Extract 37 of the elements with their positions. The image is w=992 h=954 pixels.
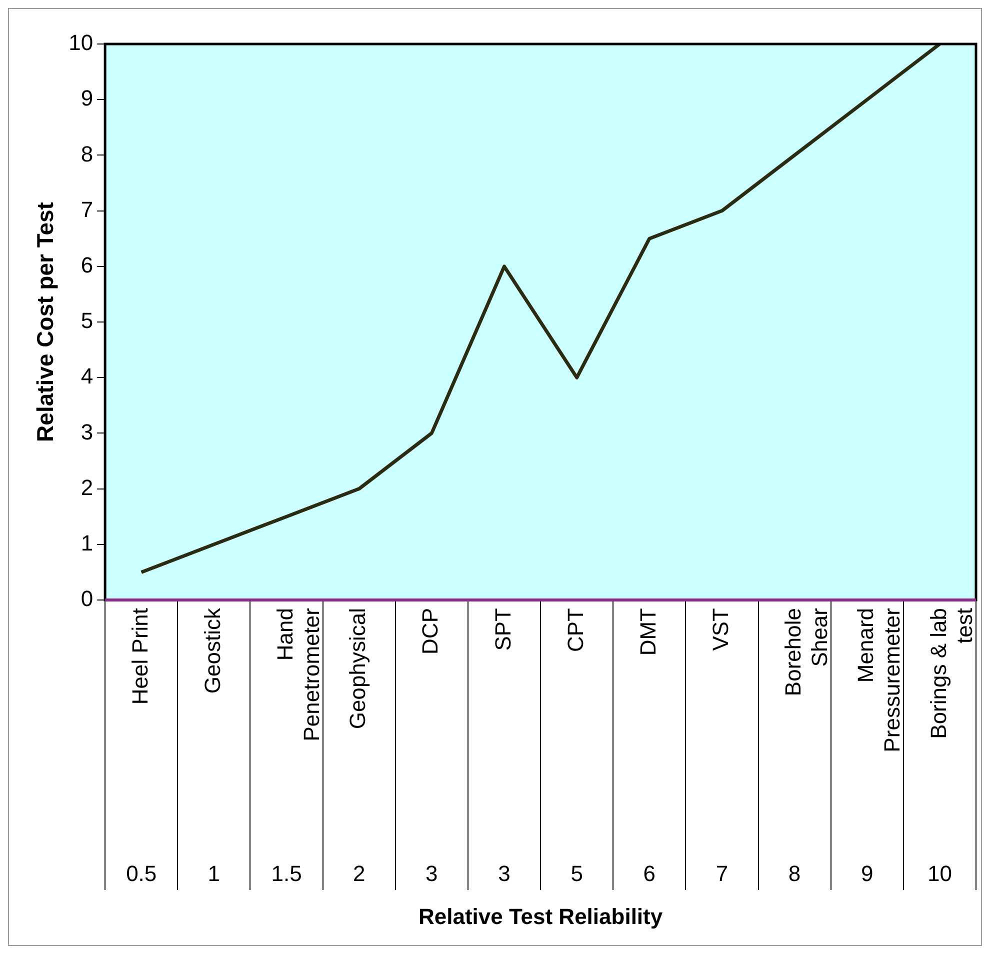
y-tick-label: 8 [80,141,94,166]
x-tick-label: SPT [490,608,516,651]
x-tick-label: Borehole Shear [780,608,832,696]
x-tick-label: Borings & lab test [926,608,978,739]
y-tick-label: 1 [80,530,94,556]
text: 3 [426,861,438,886]
text: 3 [498,861,510,886]
x-tick-label: CPT [562,608,588,652]
text: 6 [643,861,656,886]
x-tick-label: DMT [635,608,660,656]
x-tick-label: DCP [418,608,443,654]
text: 8 [788,861,801,886]
text: Relative Test Reliability [418,904,664,930]
y-tick-label: 4 [80,364,94,389]
text: 10 [927,861,952,886]
x-tick-label: Heel Print [127,608,152,705]
text: 1 [208,861,220,886]
x-tick-label: Geophysical [345,608,370,730]
y-tick-label: 6 [80,252,94,278]
y-tick-label: 0 [80,586,94,612]
x-tick-label: VST [708,608,734,651]
x-tick-label: Menard Pressuremeter [853,608,905,752]
y-tick-label: 7 [80,196,94,222]
text: 9 [861,861,874,886]
y-axis-title: Relative Cost per Test [32,202,58,442]
y-tick-label: 2 [80,474,94,500]
x-tick-label: Geostick [200,607,225,694]
text: 7 [716,861,728,886]
x-tick-label: Hand Penetrometer [272,608,324,742]
y-tick-label: 9 [80,86,94,111]
text: 0.5 [126,861,157,886]
text: 5 [570,861,583,886]
text: 2 [352,861,366,886]
y-tick-label: 5 [80,308,94,334]
y-tick-label: 3 [80,419,94,444]
y-tick-label: 10 [68,30,94,56]
text: 1.5 [271,861,302,886]
